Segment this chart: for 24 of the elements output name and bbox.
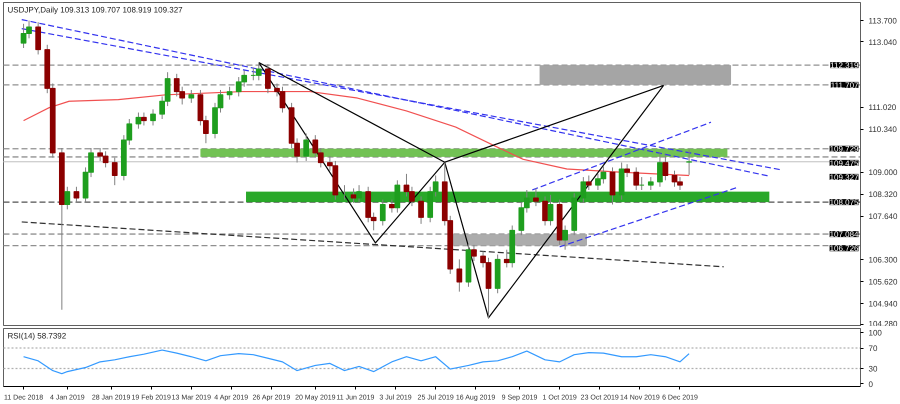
ref-line-label: 109.475 — [830, 158, 860, 168]
ref-line-label: 112.319 — [830, 61, 860, 70]
ref-line-label: 108.075 — [830, 198, 860, 208]
chart-title: USDJPY,Daily 109.313 109.707 108.919 109.327 — [8, 6, 184, 14]
ref-line-label: 106.726 — [830, 244, 860, 254]
ref-line-label: 109.729 — [830, 144, 860, 154]
y-tick-label: 108.320 — [868, 190, 898, 200]
y-tick-label: 0 — [868, 380, 874, 389]
y-tick-label: 70 — [868, 344, 878, 354]
y-tick-label: 110.340 — [868, 125, 898, 134]
y-tick-label: 113.040 — [868, 38, 898, 47]
y-tick-label: 113.700 — [868, 16, 898, 26]
ref-line-label: 109.327 — [830, 172, 860, 182]
y-tick-label: 105.620 — [868, 277, 898, 286]
chart-title: RSI(14) 58.7392 — [8, 332, 67, 340]
y-tick-label: 107.640 — [868, 212, 898, 222]
y-tick-label: 106.300 — [868, 255, 898, 264]
ref-line-label: 107.084 — [830, 230, 860, 240]
y-tick-label: 111.020 — [868, 103, 897, 112]
y-tick-label: 30 — [868, 364, 878, 374]
y-tick-label: 109.000 — [868, 168, 898, 178]
y-tick-label: 100 — [868, 328, 882, 338]
y-tick-label: 104.940 — [868, 299, 898, 308]
ref-line-label: 111.707 — [830, 80, 860, 90]
